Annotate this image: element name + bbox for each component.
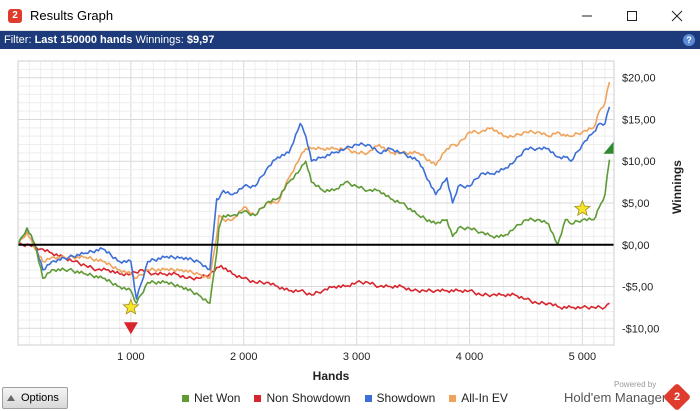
y-tick-label: $0,00 — [622, 240, 650, 252]
y-tick-label: $20,00 — [622, 73, 656, 85]
series-line-all-in-ev — [17, 81, 611, 280]
maximize-icon — [627, 10, 637, 21]
y-tick-label: $10,00 — [622, 156, 656, 168]
y-axis-label: Winnings — [670, 160, 684, 214]
series-line-non-showdown — [17, 242, 610, 310]
maximize-button[interactable] — [609, 0, 655, 31]
title-bar: 2 Results Graph — [0, 0, 700, 31]
legend: Net Won Non Showdown Showdown All-In EV — [182, 391, 508, 405]
brand-powered-by: Powered by — [614, 380, 657, 389]
legend-label: Showdown — [376, 391, 436, 405]
brand-logo-glyph: 2 — [673, 391, 681, 403]
options-button[interactable]: Options — [2, 387, 68, 409]
minimize-icon — [582, 15, 592, 16]
series-line-net-won — [17, 159, 611, 304]
legend-swatch — [254, 394, 262, 402]
axis-layer: $20,00 $15,00 $10,00 $5,00 $0,00 -$5,00 -$10,0… — [17, 60, 684, 383]
x-tick-label: 4 000 — [456, 351, 484, 363]
filter-hands[interactable]: Last 150000 hands — [34, 34, 133, 46]
x-axis-label: Hands — [313, 369, 350, 383]
window-title: Results Graph — [30, 8, 114, 23]
expand-up-icon — [7, 395, 15, 401]
line-layer — [17, 81, 611, 310]
top-marker — [603, 141, 614, 154]
brand-name: Hold'em Manager — [564, 390, 667, 405]
filter-bar: Filter: Last 150000 hands Winnings: $9,9… — [0, 31, 700, 49]
bottom-marker — [123, 322, 138, 335]
brand: Powered by Hold'em Manager 2 — [564, 380, 700, 411]
close-button[interactable] — [654, 0, 700, 31]
legend-swatch — [364, 394, 372, 402]
x-tick-label: 3 000 — [343, 351, 371, 363]
legend-label: Net Won — [194, 391, 241, 405]
results-graph: $20,00 $15,00 $10,00 $5,00 $0,00 -$5,00 -$10,0… — [17, 60, 684, 383]
legend-item-non-showdown[interactable]: Non Showdown — [254, 391, 351, 405]
winnings-value: $9,97 — [186, 34, 215, 46]
winnings-label: Winnings: — [135, 34, 184, 46]
legend-swatch — [449, 394, 457, 402]
marker-layer — [122, 141, 614, 335]
plot-border — [17, 60, 615, 346]
legend-item-net-won[interactable]: Net Won — [182, 391, 240, 405]
grid-layer — [17, 60, 614, 346]
series-line-showdown — [17, 106, 611, 300]
legend-swatch — [182, 394, 189, 402]
legend-item-all-in-ev[interactable]: All-In EV — [449, 391, 508, 405]
y-tick-label: $5,00 — [622, 198, 650, 210]
close-icon — [671, 10, 683, 21]
legend-item-showdown[interactable]: Showdown — [364, 391, 436, 405]
app-icon: 2 — [8, 9, 22, 23]
minimize-button[interactable] — [564, 0, 610, 31]
y-tick-label: -$5,00 — [622, 282, 653, 294]
brand-logo-icon: 2 — [662, 382, 692, 411]
filter-prefix: Filter: — [4, 34, 32, 46]
legend-label: All-In EV — [461, 391, 508, 405]
star-marker — [122, 298, 140, 315]
star-marker — [573, 199, 592, 217]
y-tick-label: -$10,00 — [622, 323, 659, 335]
results-chart-area: $20,00 $15,00 $10,00 $5,00 $0,00 -$5,00 -$10,0… — [0, 49, 700, 383]
legend-label: Non Showdown — [266, 391, 351, 405]
x-tick-label: 1 000 — [117, 351, 145, 363]
options-label: Options — [21, 392, 59, 404]
x-tick-label: 2 000 — [230, 351, 258, 363]
bottom-bar: Options Net Won Non Showdown Showdown Al… — [0, 380, 700, 411]
x-tick-label: 5 000 — [569, 351, 597, 363]
help-icon[interactable]: ? — [683, 34, 695, 46]
y-tick-label: $15,00 — [622, 114, 656, 126]
